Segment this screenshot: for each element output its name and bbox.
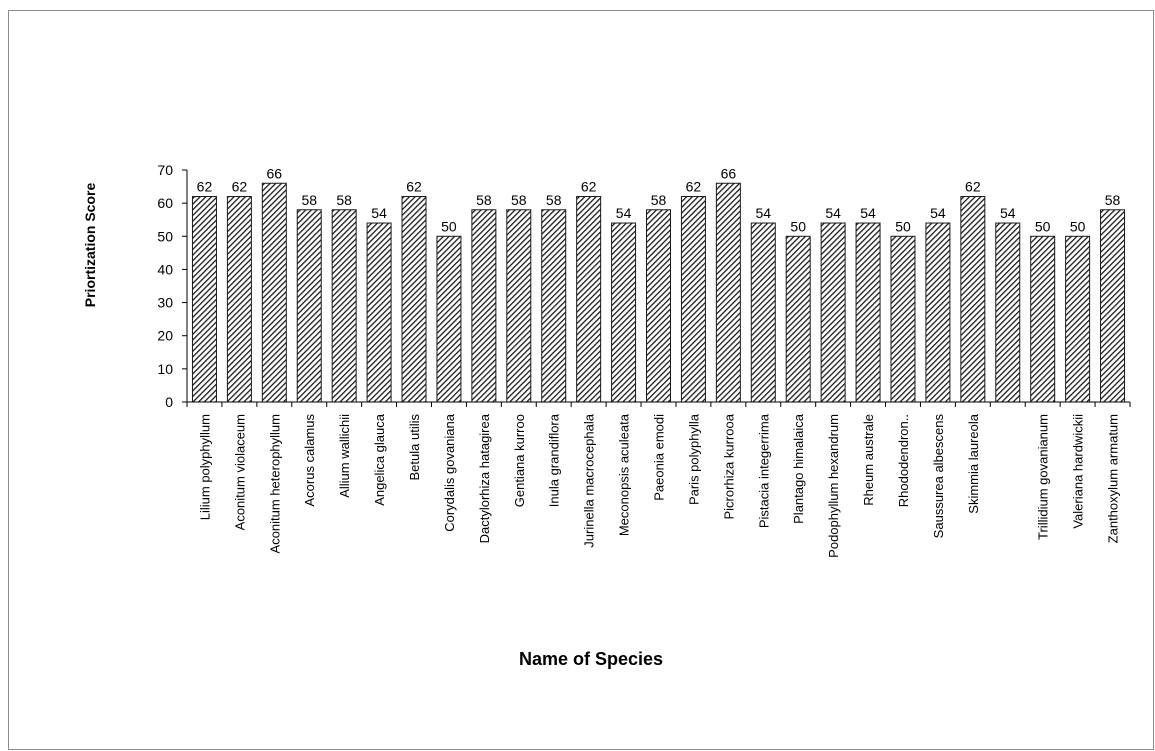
x-category-label: Angelica glauca	[372, 413, 387, 506]
bar-value-label: 50	[1070, 218, 1086, 234]
bar-value-label: 54	[755, 205, 771, 221]
bar	[855, 222, 881, 403]
bar	[680, 196, 706, 403]
bar-value-label: 54	[825, 205, 841, 221]
bar-value-label: 50	[1035, 218, 1051, 234]
y-ticks-layer: 0 10 20 30 40 50 60 70	[157, 162, 1131, 410]
y-tick-label: 70	[157, 162, 173, 178]
bar-value-label: 62	[686, 179, 702, 195]
bar	[646, 209, 671, 403]
bar-value-label: 62	[232, 179, 248, 195]
bar-value-label: 54	[371, 205, 387, 221]
bar-value-label: 50	[895, 218, 911, 234]
bar	[1030, 235, 1056, 403]
bar-value-label: 66	[267, 165, 283, 181]
y-axis-title: Priortization Score	[82, 183, 98, 308]
y-tick-label: 30	[157, 295, 173, 311]
bar-value-label: 58	[301, 192, 317, 208]
bar-value-label: 54	[616, 205, 632, 221]
bar-value-label: 58	[546, 192, 562, 208]
bar	[750, 222, 776, 403]
data-labels-layer: 62 62 66 58 58 54 62 50 58 58 58 62 54 58 62 66 54 50 54 54…	[197, 165, 1121, 234]
bar	[1100, 209, 1126, 403]
x-category-label: Aconitum heterophyllum	[267, 414, 282, 553]
x-category-label: Dactylorhiza hatagirea	[477, 413, 492, 543]
bar-value-label: 50	[441, 218, 457, 234]
x-category-label: Allium wallichii	[337, 414, 352, 498]
bar-value-label: 50	[790, 218, 806, 234]
bar	[296, 209, 322, 403]
x-category-label: Gentiana kurroo	[512, 414, 527, 507]
x-category-label: Skimmia laureola	[966, 413, 981, 513]
bars-layer	[191, 182, 1126, 403]
bar	[1065, 235, 1091, 403]
bar-value-label: 66	[721, 165, 737, 181]
bar	[506, 209, 532, 403]
bar	[890, 235, 916, 403]
bar-value-label: 54	[930, 205, 946, 221]
bar	[436, 235, 462, 403]
bar	[541, 209, 567, 403]
x-category-label: Rhododendron..	[896, 414, 911, 507]
bar-value-label: 62	[197, 179, 213, 195]
x-category-label: Meconopsis aculeata	[617, 413, 632, 536]
bar	[366, 222, 392, 403]
y-tick-label: 50	[157, 228, 173, 244]
bar	[576, 196, 602, 403]
bar	[820, 222, 846, 403]
bar	[960, 196, 986, 403]
x-category-label: Pistacia integerrima	[756, 413, 771, 528]
x-category-label: Saussurea albescens	[931, 414, 946, 539]
x-category-label: Lilium polyphyllum	[197, 414, 212, 520]
x-category-label: Corydalis govaniana	[442, 413, 457, 532]
bar	[401, 196, 427, 403]
x-category-labels-layer: Lilium polyphyllum Aconitum violaceum Acon…	[197, 413, 1120, 558]
y-tick-label: 10	[157, 361, 173, 377]
bar	[785, 235, 811, 403]
bar-value-label: 58	[511, 192, 527, 208]
x-category-label: Zanthoxylum armatum	[1106, 414, 1121, 543]
bar	[471, 209, 497, 403]
bar-value-label: 54	[1000, 205, 1016, 221]
y-tick-label: 20	[157, 328, 173, 344]
y-tick-label: 60	[157, 195, 173, 211]
x-category-label: Valeriana hardwickii	[1071, 414, 1086, 529]
bar-value-label: 58	[1105, 192, 1121, 208]
x-category-label: Plantago himalaica	[791, 413, 806, 524]
x-category-label: Inula grandiflora	[547, 413, 562, 507]
x-category-label: Paeonia emodi	[652, 414, 667, 501]
bar	[191, 196, 217, 403]
x-category-label: Betula utilis	[407, 414, 422, 481]
x-axis-title: Name of Species	[519, 649, 663, 669]
bar-value-label: 62	[581, 179, 597, 195]
bar	[995, 222, 1021, 403]
bar	[611, 222, 637, 403]
x-category-label: Trillidium govanianum	[1036, 414, 1051, 540]
bar	[331, 209, 357, 403]
bar	[226, 196, 252, 403]
y-tick-label: 40	[157, 261, 173, 277]
x-category-label: Rheum australe	[861, 414, 876, 506]
y-tick-label: 0	[165, 394, 173, 410]
x-category-label: Jurinella macrocephala	[582, 413, 597, 547]
x-category-label: Aconitum violaceum	[232, 414, 247, 530]
bar	[925, 222, 951, 403]
x-category-label: Acorus calamus	[302, 414, 317, 507]
x-category-label: Podophyllum hexandrum	[826, 414, 841, 558]
bar-value-label: 54	[860, 205, 876, 221]
bar-value-label: 58	[651, 192, 667, 208]
bar-value-label: 58	[336, 192, 352, 208]
x-category-label: Paris polyphylla	[686, 413, 701, 505]
bar-value-label: 62	[406, 179, 422, 195]
x-category-label: Picrorhiza kurrooa	[721, 413, 736, 519]
bar-value-label: 58	[476, 192, 492, 208]
bar-value-label: 62	[965, 179, 981, 195]
bar	[261, 182, 287, 403]
bar	[715, 182, 741, 403]
